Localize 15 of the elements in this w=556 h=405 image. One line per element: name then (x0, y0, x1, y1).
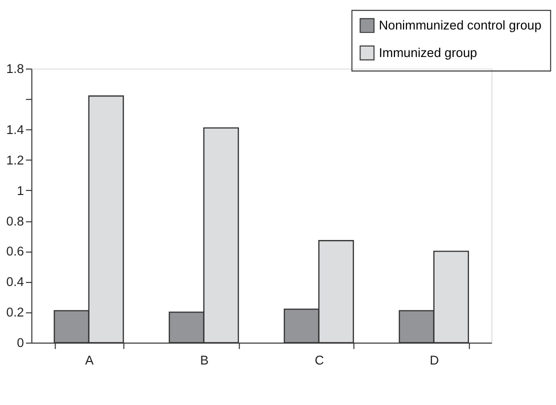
x-tick-label: A (85, 352, 94, 368)
y-tick-label: 0.4 (6, 274, 24, 290)
y-tick-label: 1.8 (6, 60, 24, 76)
y-tick-label: 0.8 (6, 213, 24, 228)
y-tick-label: 0.2 (6, 304, 24, 320)
y-tick-label: 1.2 (6, 152, 24, 168)
y-tick-label: 0 (16, 335, 24, 350)
y-tick-label: 1 (16, 182, 24, 198)
x-tick-label: C (314, 352, 324, 368)
y-tick-label: 0.6 (6, 244, 24, 259)
y-tick-label: 1.4 (6, 122, 24, 137)
x-tick-label: D (430, 352, 439, 368)
legend-label: Nonimmunized control group (378, 17, 542, 32)
legend-label: Immunized group (378, 44, 478, 60)
x-tick-label: B (200, 352, 209, 368)
